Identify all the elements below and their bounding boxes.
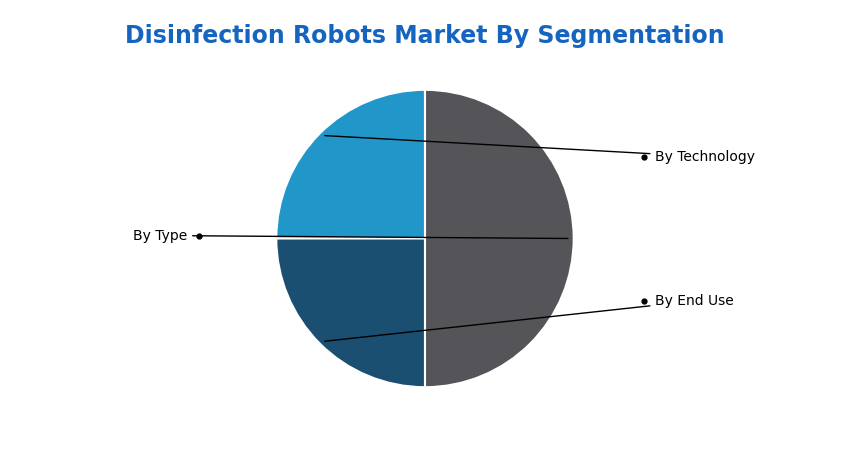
Text: By Type: By Type: [133, 229, 568, 243]
Text: By Technology: By Technology: [325, 135, 756, 164]
Text: © Polaris Market Research and Consulting LLP: © Polaris Market Research and Consulting…: [583, 424, 824, 434]
Wedge shape: [425, 90, 574, 387]
Text: Disinfection Robots Market By Segmentation: Disinfection Robots Market By Segmentati…: [125, 23, 725, 48]
Wedge shape: [276, 238, 425, 387]
Text: ✉  sales@polarismarketresearch.com: ✉ sales@polarismarketresearch.com: [327, 424, 523, 434]
Text: ☎  +1 929-297-9727 | +44-289-581-7111: ☎ +1 929-297-9727 | +44-289-581-7111: [26, 424, 246, 435]
Wedge shape: [276, 90, 425, 238]
Text: By End Use: By End Use: [325, 294, 734, 341]
